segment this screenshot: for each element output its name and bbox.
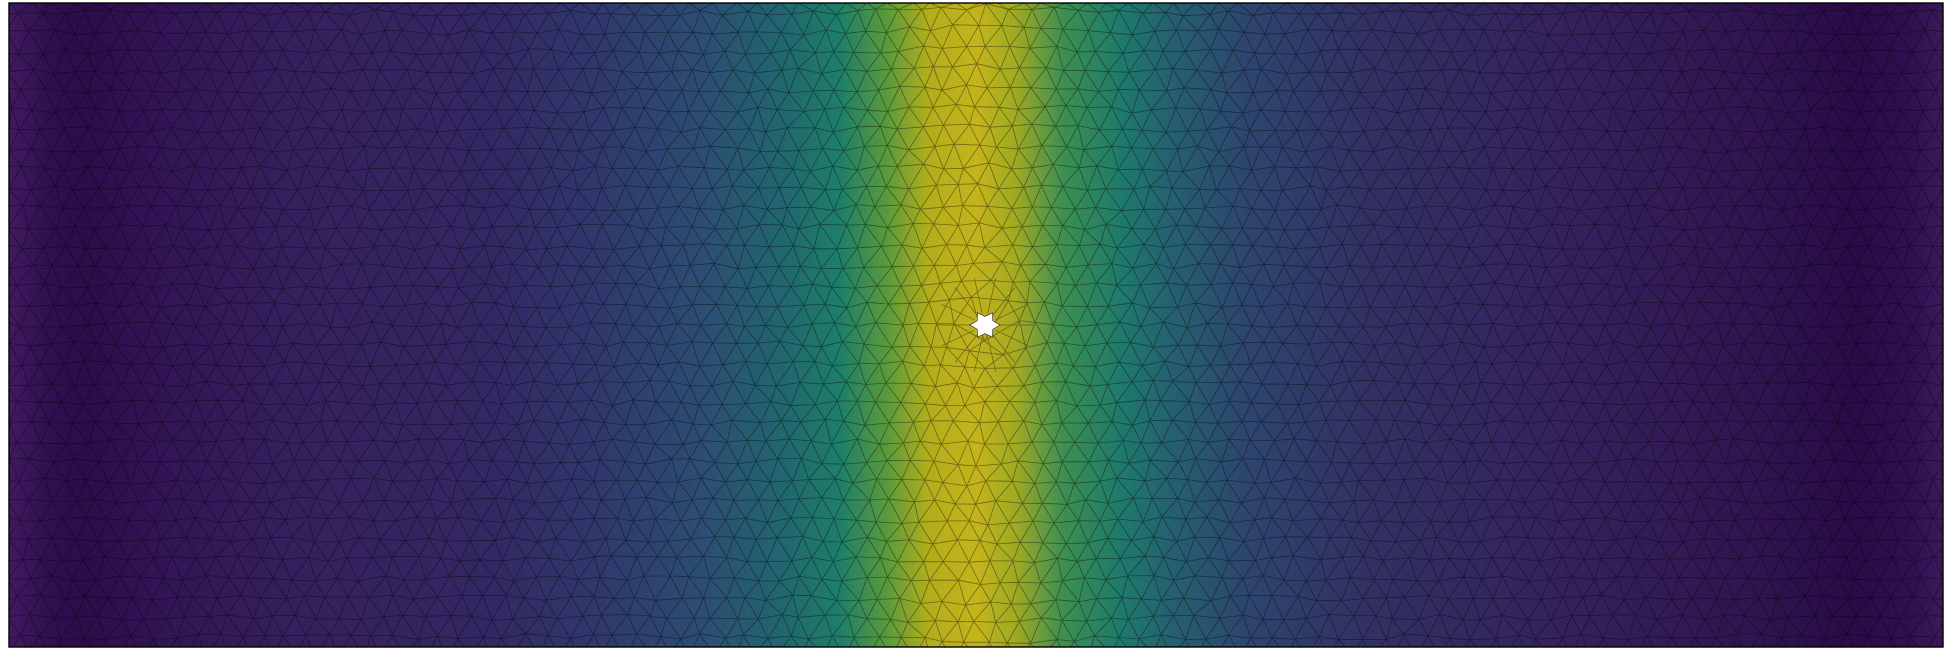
mesh-edges	[9, 3, 1943, 647]
hole-feature	[969, 312, 1001, 338]
domain-border	[8, 2, 1944, 648]
mesh-edge-path	[9, 3, 1943, 647]
